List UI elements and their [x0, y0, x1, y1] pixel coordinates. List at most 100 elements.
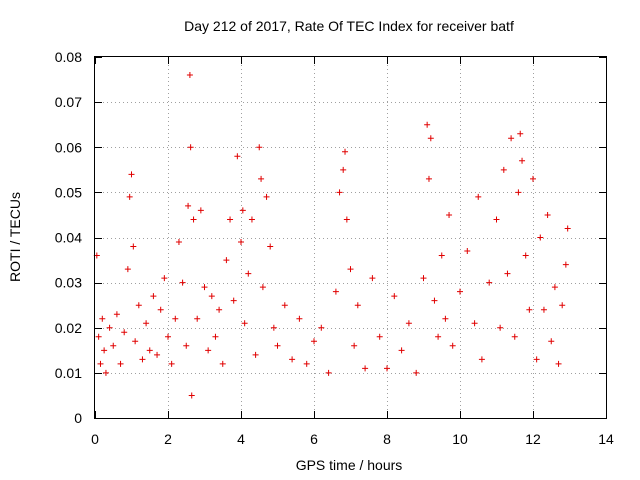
data-point [117, 360, 124, 367]
data-point [342, 148, 349, 155]
data-point [449, 342, 456, 349]
axis-ticks: 0 2 4 6 8 10 12 14 0 0.01 0.02 0.03 0.04 0.05 0.06 0.07… [55, 49, 614, 447]
x-tick-label: 12 [525, 431, 541, 447]
data-point [190, 216, 197, 223]
data-point [223, 257, 230, 264]
data-point [256, 144, 263, 151]
data-point [540, 306, 547, 313]
data-point [296, 315, 303, 322]
x-tick-label: 8 [383, 431, 391, 447]
data-points [93, 72, 571, 399]
data-point [186, 72, 193, 79]
data-point [405, 320, 412, 327]
data-point [438, 252, 445, 259]
grid-lines [95, 57, 606, 418]
data-point [238, 239, 244, 246]
data-point [187, 144, 194, 151]
y-tick-label: 0.07 [55, 94, 82, 110]
data-point [157, 306, 164, 313]
data-point [281, 302, 288, 309]
data-point [519, 157, 526, 164]
data-point [493, 216, 500, 223]
data-point [555, 360, 562, 367]
data-point [544, 211, 551, 218]
x-tick-label: 14 [598, 431, 614, 447]
data-point [95, 333, 102, 340]
x-tick-label: 4 [237, 431, 245, 447]
data-point [185, 202, 192, 209]
data-point [431, 297, 438, 304]
data-point [471, 320, 478, 327]
data-point [500, 166, 507, 173]
y-tick-label: 0 [74, 410, 82, 426]
data-point [208, 293, 215, 300]
data-point [124, 266, 131, 273]
data-point [515, 189, 522, 196]
data-point [442, 315, 449, 322]
data-point [446, 211, 453, 218]
y-tick-label: 0.06 [55, 139, 82, 155]
data-point [522, 252, 529, 259]
data-point [508, 135, 515, 142]
data-point [435, 333, 442, 340]
data-point [201, 284, 208, 291]
data-point [143, 320, 150, 327]
plot-frame [94, 56, 607, 419]
data-point [110, 342, 117, 349]
data-point [564, 225, 571, 232]
data-point [172, 315, 179, 322]
data-point [239, 207, 246, 214]
x-axis-label: GPS time / hours [296, 457, 403, 473]
data-point [241, 320, 248, 327]
data-point [165, 333, 171, 340]
data-point [351, 342, 358, 349]
y-tick-label: 0.02 [55, 320, 82, 336]
data-point [318, 324, 325, 331]
data-point [168, 360, 175, 367]
data-point [526, 306, 533, 313]
data-point [559, 302, 566, 309]
data-point [113, 311, 120, 318]
data-point [270, 324, 277, 331]
data-point [464, 248, 471, 255]
data-point [497, 324, 504, 331]
y-tick-label: 0.04 [55, 230, 82, 246]
data-point [248, 216, 255, 223]
data-point [245, 270, 252, 277]
data-point [97, 360, 104, 367]
x-tick-label: 6 [310, 431, 318, 447]
data-point [530, 175, 536, 182]
data-point [478, 356, 485, 363]
data-point [212, 333, 219, 340]
data-point [258, 175, 265, 182]
data-point [376, 333, 383, 340]
data-point [101, 347, 108, 354]
data-point [205, 347, 212, 354]
data-point [259, 284, 266, 291]
data-point [311, 338, 317, 345]
data-point [274, 342, 281, 349]
x-tick-label: 2 [164, 431, 172, 447]
data-point [354, 302, 361, 309]
data-point [132, 338, 139, 345]
data-point [533, 356, 540, 363]
data-point [340, 166, 347, 173]
data-point [517, 130, 524, 137]
data-point [332, 288, 339, 295]
data-point [420, 275, 427, 282]
data-point [562, 261, 569, 268]
data-point [303, 360, 310, 367]
data-point [121, 329, 128, 336]
y-tick-label: 0.08 [55, 49, 82, 65]
data-point [252, 351, 259, 358]
data-point [154, 351, 161, 358]
data-point [227, 216, 234, 223]
data-point [425, 175, 432, 182]
data-point [230, 297, 237, 304]
data-point [362, 365, 369, 372]
data-point [457, 288, 463, 295]
data-point [263, 193, 270, 200]
data-point [219, 360, 226, 367]
data-point [511, 333, 518, 340]
